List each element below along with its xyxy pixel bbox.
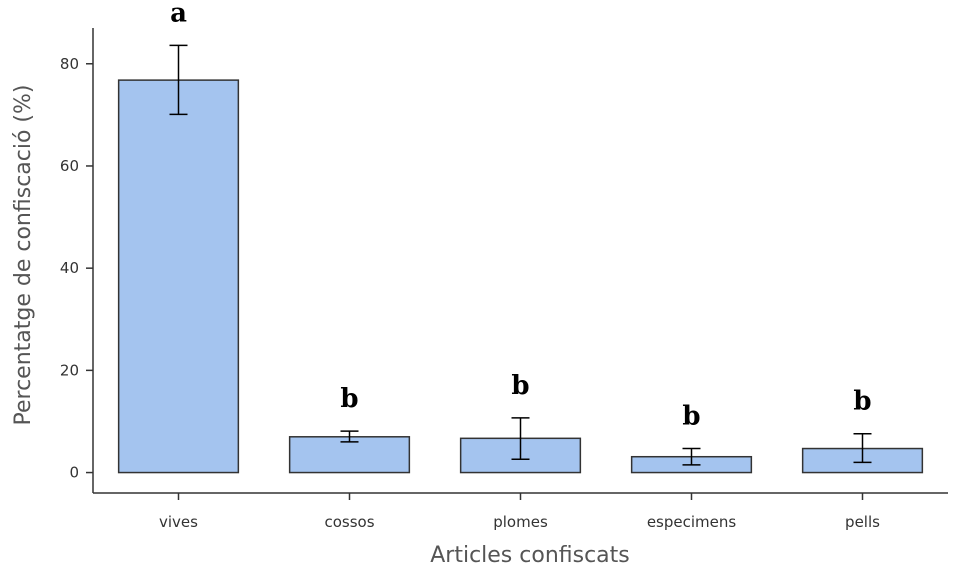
y-tick-label: 60 (60, 157, 79, 175)
bars (117, 79, 924, 474)
x-tick-label: cossos (324, 513, 374, 531)
significance-label: b (853, 387, 871, 417)
significance-label: a (170, 0, 187, 28)
significance-labels: a b b b b (170, 0, 872, 432)
significance-label: b (340, 384, 358, 414)
y-tick-label: 20 (60, 361, 79, 379)
x-tick-label: pells (845, 513, 880, 531)
y-axis-title: Percentatge de confiscació (%) (11, 85, 36, 426)
y-ticks: 0 20 40 60 80 (60, 55, 93, 482)
x-tick-label: plomes (493, 513, 548, 531)
x-axis-title: Articles confiscats (430, 543, 630, 568)
significance-label: b (682, 402, 700, 432)
error-bars (169, 44, 872, 466)
bar (117, 79, 240, 474)
x-tick-label: especimens (647, 513, 737, 531)
bar (288, 436, 411, 474)
y-tick-label: 0 (69, 464, 79, 482)
x-tick-label: vives (159, 513, 198, 531)
x-ticks: vives cossos plomes especimens pells (159, 493, 880, 531)
y-tick-label: 40 (60, 259, 79, 277)
y-tick-label: 80 (60, 55, 79, 73)
significance-label: b (511, 371, 529, 401)
